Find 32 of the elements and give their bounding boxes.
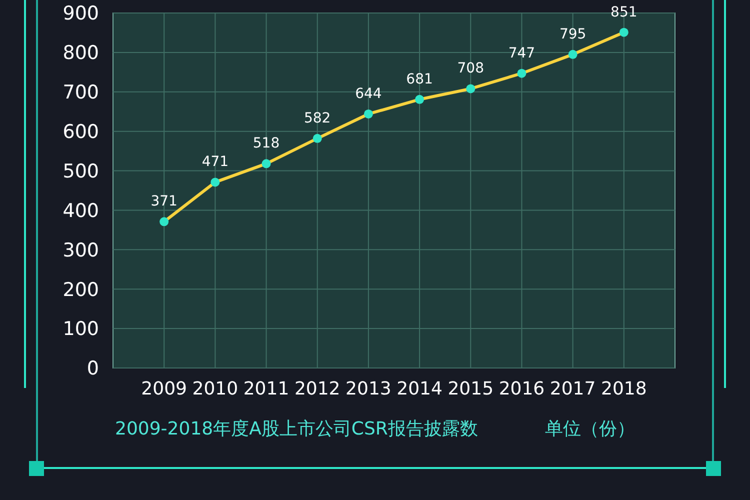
x-tick-label: 2013: [346, 378, 392, 400]
y-tick-label: 0: [86, 358, 99, 380]
data-label: 582: [304, 110, 331, 126]
data-label: 747: [508, 45, 536, 62]
y-tick-label: 900: [62, 2, 99, 25]
data-label: 681: [406, 71, 433, 88]
y-tick-label: 200: [62, 278, 99, 301]
data-label: 371: [150, 194, 178, 210]
x-tick-label: 2017: [550, 378, 596, 400]
data-label: 518: [252, 136, 280, 152]
y-tick-label: 800: [62, 42, 99, 64]
y-tick-label: 600: [62, 120, 99, 143]
x-tick-label: 2012: [294, 378, 340, 400]
data-label: 795: [559, 26, 586, 42]
y-tick-label: 300: [62, 239, 99, 262]
x-tick-label: 2009: [141, 378, 187, 400]
y-tick-label: 400: [62, 200, 99, 222]
y-tick-label: 100: [62, 318, 99, 340]
x-tick-label: 2018: [601, 378, 647, 400]
data-label: 471: [202, 154, 229, 170]
text: 单位（份）: [545, 418, 635, 440]
data-label: 851: [610, 4, 638, 20]
y-tick-label: 700: [62, 82, 99, 104]
data-label: 708: [457, 60, 484, 77]
x-tick-label: 2011: [243, 378, 290, 400]
x-tick-label: 2014: [396, 378, 442, 400]
x-tick-label: 2015: [448, 378, 494, 400]
y-tick-label: 500: [62, 160, 99, 182]
x-tick-label: 2010: [192, 378, 238, 400]
text: 2009-2018年度A股上市公司CSR报告披露数: [115, 418, 478, 440]
x-tick-label: 2016: [498, 378, 545, 400]
data-label: 644: [355, 86, 382, 102]
